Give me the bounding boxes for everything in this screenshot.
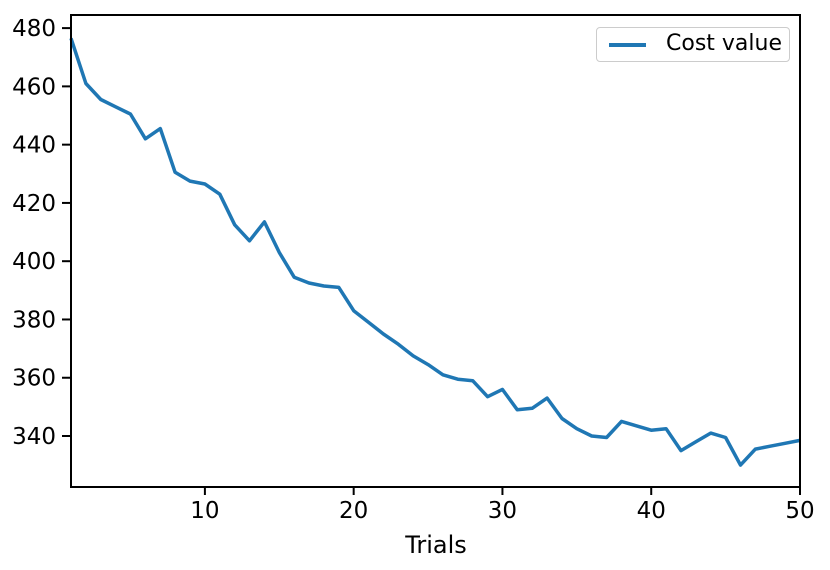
y-tick-label: 480 — [12, 16, 56, 42]
y-tick-label: 400 — [12, 249, 56, 275]
y-tick-label: 440 — [12, 133, 56, 159]
legend-label: Cost value — [666, 30, 782, 56]
legend-line-sample — [609, 42, 646, 47]
plot-generated-content: 340 360 380 400 420 440 460 480 10 20 30 40 50 — [12, 14, 815, 524]
y-tick-label: 360 — [12, 366, 56, 392]
y-tick-label: 420 — [12, 191, 56, 217]
legend: Cost value — [596, 27, 790, 62]
x-tick-label: 10 — [190, 498, 219, 524]
x-tick-label: 50 — [785, 498, 814, 524]
axes-frame — [70, 14, 801, 488]
cost-value-line — [69, 37, 801, 467]
y-tick-label: 380 — [12, 307, 56, 333]
x-axis-label: Trials — [404, 531, 467, 559]
x-tick-label: 20 — [339, 498, 368, 524]
y-tick-label: 460 — [12, 74, 56, 100]
x-tick-label: 30 — [488, 498, 517, 524]
x-tick-label: 40 — [637, 498, 666, 524]
y-tick-label: 340 — [12, 424, 56, 450]
